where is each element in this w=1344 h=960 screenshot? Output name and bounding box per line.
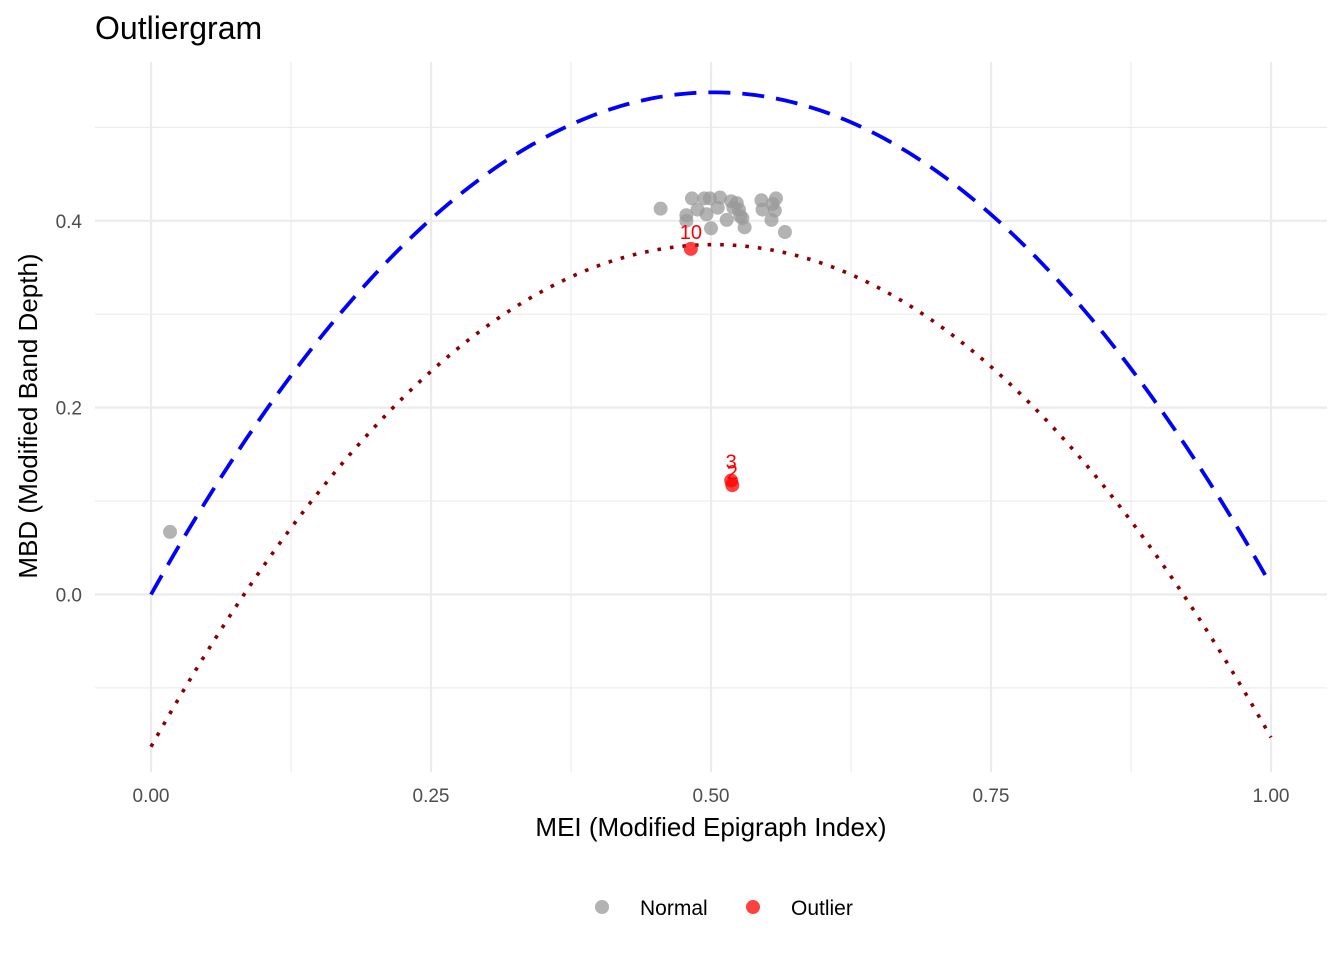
legend-key	[746, 900, 760, 914]
x-tick-label: 0.25	[413, 786, 450, 807]
normal-point	[653, 201, 668, 216]
normal-point	[712, 190, 727, 205]
grid	[95, 62, 1327, 772]
lower-bound-curve	[149, 242, 1273, 748]
outlier-label: 10	[680, 222, 702, 244]
chart-title: Outliergram	[95, 10, 262, 46]
outlier-label: 2	[727, 462, 738, 484]
normal-point	[737, 220, 752, 235]
normal-point	[702, 191, 717, 206]
normal-point	[684, 191, 699, 206]
y-tick-label: 0.2	[56, 399, 82, 420]
legend: Normal Outlier	[595, 897, 853, 920]
normal-point	[699, 207, 714, 222]
outlier-label: 3	[726, 452, 737, 474]
normal-point	[777, 225, 792, 240]
normal-point	[767, 203, 782, 218]
point-labels: 10 32	[680, 222, 738, 484]
y-tick-label: 0.4	[56, 212, 83, 233]
x-axis-title: MEI (Modified Epigraph Index)	[535, 812, 886, 842]
data-points	[163, 190, 792, 539]
legend-key	[595, 900, 609, 914]
boundary-curves	[149, 90, 1273, 748]
x-tick-label: 1.00	[1253, 786, 1290, 807]
upper-bound-curve	[149, 90, 1273, 596]
normal-point	[163, 524, 178, 539]
x-tick-label: 0.75	[973, 786, 1010, 807]
x-tick-label: 0.50	[693, 786, 730, 807]
legend-label: Normal	[640, 897, 708, 920]
legend-label: Outlier	[791, 897, 853, 920]
y-axis-title: MBD (Modified Band Depth)	[13, 253, 43, 578]
axis-ticks: 0.00 0.25 0.50 0.75 1.00 0.0 0.2 0.4	[56, 212, 1290, 807]
normal-point	[719, 212, 734, 227]
normal-point	[768, 191, 783, 206]
normal-point	[679, 213, 694, 228]
outlier-point	[683, 241, 698, 256]
y-tick-label: 0.0	[56, 586, 82, 607]
normal-point	[704, 221, 718, 236]
x-tick-label: 0.00	[133, 786, 170, 807]
outlier-point	[725, 478, 740, 493]
